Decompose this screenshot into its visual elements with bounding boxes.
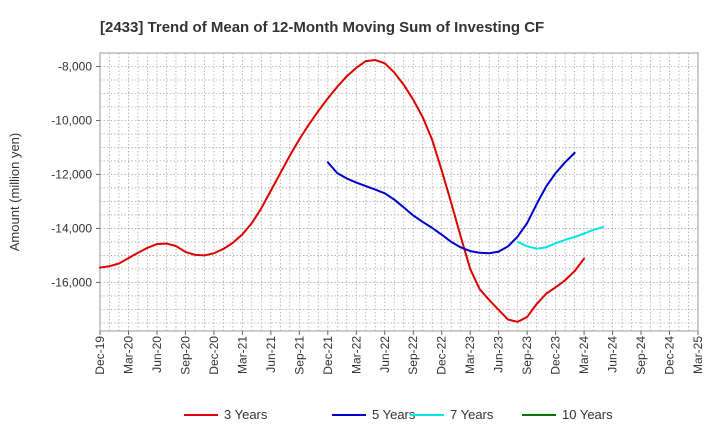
y-tick-label: -16,000 bbox=[51, 275, 92, 289]
x-tick-label: Jun-21 bbox=[264, 336, 278, 373]
x-tick-label: Mar-21 bbox=[235, 336, 249, 374]
x-tick-label: Dec-24 bbox=[663, 336, 677, 375]
y-axis-ticks: -16,000 -14,000 -12,000 -10,000 -8,000 bbox=[51, 59, 100, 289]
x-tick-label: Sep-22 bbox=[406, 336, 420, 375]
x-tick-label: Dec-22 bbox=[435, 336, 449, 375]
legend-label: 7 Years bbox=[450, 407, 494, 422]
chart-title: [2433] Trend of Mean of 12-Month Moving … bbox=[100, 19, 544, 36]
x-tick-label: Sep-23 bbox=[520, 336, 534, 375]
x-tick-label: Jun-24 bbox=[606, 336, 620, 373]
x-tick-label: Dec-23 bbox=[549, 336, 563, 375]
x-tick-label: Jun-22 bbox=[378, 336, 392, 373]
x-tick-label: Dec-21 bbox=[321, 336, 335, 375]
grid-lines bbox=[100, 53, 698, 331]
x-tick-label: Mar-20 bbox=[121, 336, 135, 374]
x-tick-label: Sep-24 bbox=[634, 336, 648, 375]
x-tick-label: Mar-23 bbox=[463, 336, 477, 374]
x-tick-label: Mar-25 bbox=[691, 336, 705, 374]
x-tick-label: Sep-20 bbox=[178, 336, 192, 375]
series-line-5-years bbox=[326, 151, 576, 255]
x-tick-label: Jun-23 bbox=[492, 336, 506, 373]
y-tick-label: -12,000 bbox=[51, 167, 92, 181]
x-tick-label: Mar-22 bbox=[349, 336, 363, 374]
legend-label: 3 Years bbox=[224, 407, 268, 422]
series-lines bbox=[99, 59, 605, 323]
y-axis-label: Amount (million yen) bbox=[7, 133, 22, 252]
legend-label: 5 Years bbox=[372, 407, 416, 422]
y-tick-label: -8,000 bbox=[58, 59, 92, 73]
legend-label: 10 Years bbox=[562, 407, 613, 422]
series-line-3-years bbox=[99, 59, 586, 323]
x-tick-label: Dec-19 bbox=[93, 336, 107, 375]
y-tick-label: -10,000 bbox=[51, 113, 92, 127]
x-tick-label: Jun-20 bbox=[150, 336, 164, 373]
y-tick-label: -14,000 bbox=[51, 221, 92, 235]
x-tick-label: Dec-20 bbox=[207, 336, 221, 375]
series-line-7-years bbox=[516, 226, 605, 250]
x-tick-label: Mar-24 bbox=[577, 336, 591, 374]
x-axis-ticks: Dec-19 Mar-20 Jun-20 Sep-20 Dec-20 Mar-21 Jun-… bbox=[93, 331, 705, 375]
plot-area bbox=[99, 52, 699, 332]
legend: 3 Years 5 Years 7 Years 10 Years bbox=[184, 407, 613, 422]
x-tick-label: Sep-21 bbox=[292, 336, 306, 375]
